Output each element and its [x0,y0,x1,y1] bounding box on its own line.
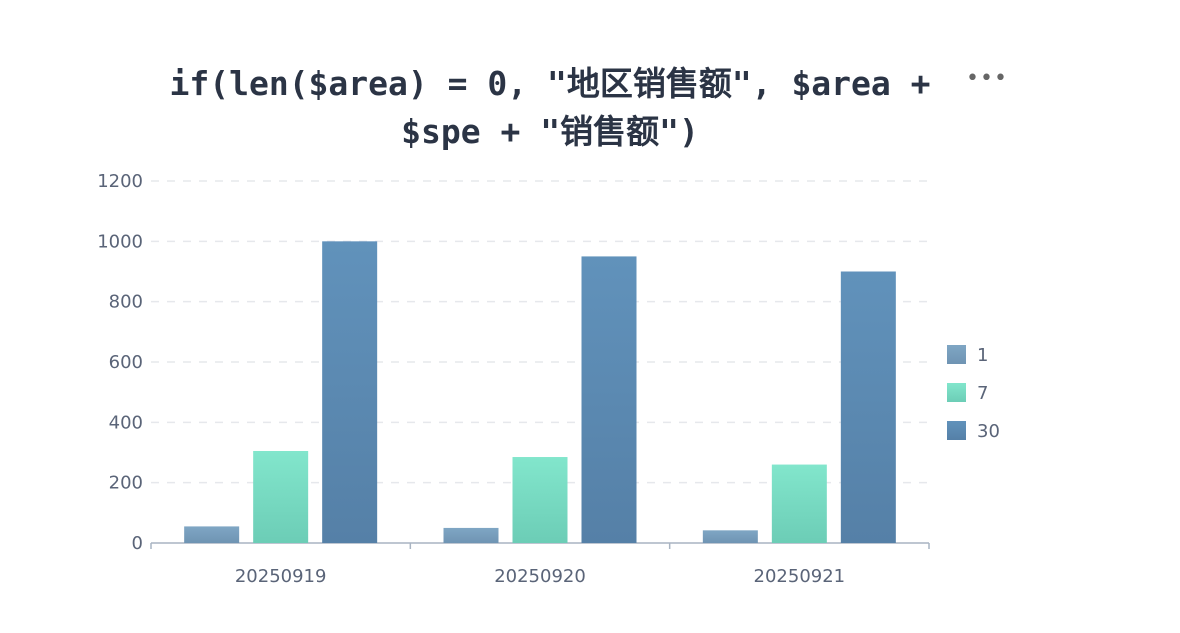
bar-series-7-20250920[interactable] [513,457,568,543]
legend-swatch[interactable] [947,383,966,402]
y-tick-label: 800 [109,292,143,313]
y-tick-label: 200 [109,473,143,494]
grid-lines [151,181,929,483]
legend-label[interactable]: 1 [977,345,988,366]
bar-series-1-20250921[interactable] [703,530,758,543]
x-tick-label: 20250921 [754,566,846,587]
x-tick-label: 20250920 [494,566,586,587]
y-tick-label: 1200 [97,171,143,192]
legend-label[interactable]: 30 [977,421,1000,442]
x-tick-label: 20250919 [235,566,327,587]
y-tick-label: 1000 [97,231,143,252]
y-tick-label: 0 [132,533,143,554]
bar-series-30-20250920[interactable] [582,256,637,543]
legend-swatch[interactable] [947,345,966,364]
legend-swatch[interactable] [947,421,966,440]
y-tick-label: 400 [109,412,143,433]
y-tick-label: 600 [109,352,143,373]
bar-series-7-20250921[interactable] [772,465,827,543]
bar-series-30-20250919[interactable] [322,241,377,543]
bar-series-7-20250919[interactable] [253,451,308,543]
y-axis: 0 200 400 600 800 1000 1200 [97,171,143,554]
bar-series-1-20250919[interactable] [184,526,239,543]
legend-label[interactable]: 7 [977,383,988,404]
bar-series-30-20250921[interactable] [841,272,896,544]
bar-series-1-20250920[interactable] [444,528,499,543]
x-axis: 20250919 20250920 20250921 [151,543,929,587]
bars [184,241,896,543]
